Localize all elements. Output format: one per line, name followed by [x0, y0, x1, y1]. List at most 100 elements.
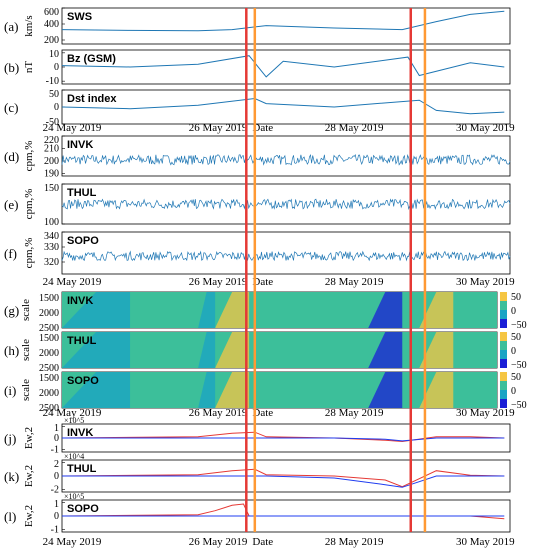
- y-tick-label: 10: [49, 49, 59, 60]
- series-line: [61, 153, 511, 166]
- x-tick-label: 30 May 2019: [456, 122, 515, 134]
- panel-label: (i): [4, 383, 16, 398]
- panel-title: Bz (GSM): [67, 53, 116, 65]
- x-tick-label: 26 May 2019: [189, 276, 248, 288]
- y-axis-label: nT: [23, 61, 35, 74]
- panel-title: SOPO: [67, 503, 99, 515]
- panel-title: SWS: [67, 11, 92, 23]
- panel-title: SOPO: [67, 235, 99, 247]
- colorbar-band: [500, 390, 507, 399]
- heatmap-region: [215, 372, 250, 408]
- colorbar: 50 0 −50: [500, 292, 527, 331]
- heatmap-region: [368, 332, 403, 368]
- y-tick-label: 330: [44, 242, 59, 253]
- colorbar-tick-label: 0: [511, 346, 516, 357]
- colorbar-band: [500, 310, 507, 319]
- y-axis-label: cpm,%: [23, 238, 35, 269]
- x-tick-label: Date: [252, 407, 273, 419]
- y-tick-label: 320: [44, 257, 59, 268]
- panel-h: (h) scale 50 0 −50 1500 2000 2500 THUL: [4, 331, 527, 374]
- x-tick-label: 24 May 2019: [43, 407, 102, 419]
- axis-multiplier: ×10^5: [64, 492, 84, 501]
- heatmap-region: [62, 292, 131, 328]
- colorbar-tick-label: 50: [511, 292, 521, 303]
- y-tick-label: 2000: [39, 308, 59, 319]
- panel-title: INVK: [67, 427, 93, 439]
- panel-label: (j): [4, 431, 16, 446]
- x-tick-label: 24 May 2019: [43, 276, 102, 288]
- y-tick-label: 190: [44, 169, 59, 180]
- panel-c: (c) 50 0 -50 Dst index 24 May 2019 26 May 2019…: [4, 89, 515, 134]
- panel-title: Dst index: [67, 93, 117, 105]
- panel-title: THUL: [67, 463, 97, 475]
- plot-frame: [61, 231, 511, 275]
- series-line: [62, 475, 505, 488]
- y-tick-label: 0: [54, 471, 59, 482]
- plot-frame: [61, 89, 511, 125]
- series-line: [61, 10, 505, 32]
- panel-label: (h): [4, 343, 19, 358]
- panel-g: (g) scale 50 0 −50 1500 2000 2500 INVK: [4, 291, 527, 334]
- panel-i: (i) scale 50 0 −50 1500 2000 2500 SOPO 24 May 201…: [4, 371, 527, 419]
- heatmap-region: [215, 292, 250, 328]
- heatmap-region: [419, 332, 454, 368]
- y-tick-label: -50: [46, 117, 59, 128]
- panel-k: (k) Ew,2 20 -2 ×10^4 THUL: [4, 452, 511, 495]
- x-tick-label: 28 May 2019: [325, 407, 384, 419]
- y-tick-label: -1: [51, 445, 59, 456]
- heatmap-region: [62, 372, 131, 408]
- x-tick-label: 26 May 2019: [189, 536, 248, 548]
- y-tick-label: 0: [54, 62, 59, 73]
- y-tick-label: 2500: [39, 403, 59, 414]
- panel-title: THUL: [67, 335, 97, 347]
- panel-b: (b) nT 10 0 -10 Bz (GSM): [4, 49, 511, 87]
- heatmap-region: [198, 292, 216, 328]
- x-tick-label: 30 May 2019: [456, 536, 515, 548]
- series-line: [62, 437, 505, 442]
- y-tick-label: -1: [51, 524, 59, 535]
- y-tick-label: 2: [54, 459, 59, 470]
- y-tick-label: 400: [44, 19, 59, 30]
- y-tick-label: 2500: [39, 363, 59, 374]
- panel-label: (f): [4, 246, 17, 261]
- y-tick-label: 1500: [39, 293, 59, 304]
- heatmap-region: [419, 292, 454, 328]
- colorbar-band: [500, 372, 507, 381]
- y-tick-label: -10: [46, 76, 59, 87]
- x-tick-label: 28 May 2019: [325, 276, 384, 288]
- y-axis-label: Ew,2: [23, 505, 35, 527]
- panel-label: (b): [4, 60, 19, 75]
- y-tick-label: 50: [49, 89, 59, 100]
- heatmap-region: [215, 332, 250, 368]
- y-tick-label: 2000: [39, 388, 59, 399]
- colorbar-tick-label: −50: [511, 320, 527, 331]
- heatmap-region: [368, 292, 403, 328]
- y-axis-label: scale: [20, 299, 32, 321]
- series-line: [61, 198, 511, 211]
- panel-j: (j) Ew,2 10-1 ×10^5 INVK: [4, 416, 511, 456]
- plot-frame: [61, 7, 511, 45]
- colorbar-tick-label: 0: [511, 306, 516, 317]
- heatmap-body: [62, 292, 497, 328]
- panel-e: (e) cpm,% 150 100 THUL: [4, 183, 511, 228]
- y-axis-label: km/s: [23, 15, 35, 36]
- x-tick-label: 24 May 2019: [43, 536, 102, 548]
- colorbar-tick-label: −50: [511, 360, 527, 371]
- colorbar-tick-label: 50: [511, 372, 521, 383]
- panel-title: THUL: [67, 187, 97, 199]
- colorbar-band: [500, 292, 507, 301]
- y-tick-label: 150: [44, 183, 59, 194]
- x-tick-label: 28 May 2019: [325, 536, 384, 548]
- x-tick-label: Date: [252, 536, 273, 548]
- panel-label: (c): [4, 100, 18, 115]
- y-tick-label: 200: [44, 35, 59, 46]
- y-tick-label: 2500: [39, 323, 59, 334]
- y-tick-label: 1500: [39, 333, 59, 344]
- y-tick-label: 600: [44, 7, 59, 18]
- heatmap-region: [368, 372, 403, 408]
- x-tick-label: Date: [252, 276, 273, 288]
- series-line: [61, 97, 505, 115]
- panel-label: (g): [4, 303, 19, 318]
